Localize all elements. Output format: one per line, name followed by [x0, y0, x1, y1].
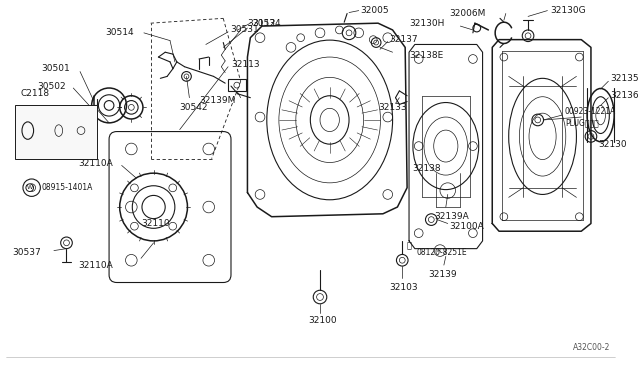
Text: 30502: 30502 [38, 81, 66, 90]
Text: 08120-8251E: 08120-8251E [417, 248, 467, 257]
Text: 32139A: 32139A [434, 212, 469, 221]
Text: 32135: 32135 [611, 74, 639, 83]
Bar [228, 79, 246, 91]
Text: 00923-1221A: 00923-1221A [565, 107, 616, 116]
Text: 32100A: 32100A [450, 222, 484, 231]
Text: 08915-1401A: 08915-1401A [42, 183, 93, 192]
Text: 30501: 30501 [42, 64, 70, 73]
Text: 30537: 30537 [12, 248, 41, 257]
Text: 32100: 32100 [308, 316, 337, 325]
Text: 32130H: 32130H [409, 19, 444, 28]
Text: 32137: 32137 [390, 35, 419, 44]
Text: 32136: 32136 [611, 91, 639, 100]
Text: 32138E: 32138E [409, 51, 444, 60]
Text: 32130: 32130 [598, 140, 627, 149]
Text: R: R [436, 248, 440, 253]
Text: 32113: 32113 [231, 60, 260, 69]
Text: W: W [27, 185, 33, 190]
Text: 30531: 30531 [230, 25, 259, 35]
Text: 32130G: 32130G [550, 6, 586, 15]
Text: 32138: 32138 [412, 164, 440, 173]
Text: 30514: 30514 [105, 28, 134, 37]
Text: 32103: 32103 [390, 283, 419, 292]
Text: 30542: 30542 [180, 103, 208, 112]
Text: Ⓡ: Ⓡ [406, 241, 412, 250]
Text: 32112: 32112 [248, 19, 276, 28]
Text: 32110A: 32110A [78, 159, 113, 168]
Text: 32139: 32139 [428, 270, 457, 279]
Text: 32139M: 32139M [199, 96, 236, 105]
Text: 32005: 32005 [361, 6, 389, 15]
Bar [15, 105, 97, 158]
Text: 32133: 32133 [378, 103, 406, 112]
Text: A32C00-2: A32C00-2 [573, 343, 611, 352]
Text: 32110A: 32110A [78, 261, 113, 270]
Text: PLUGプラグ: PLUGプラグ [565, 118, 598, 127]
Text: 32006M: 32006M [450, 9, 486, 18]
Text: W: W [26, 185, 32, 190]
Text: 30534: 30534 [252, 19, 281, 28]
Text: 32110: 32110 [141, 219, 170, 228]
Text: C2118: C2118 [21, 89, 50, 98]
